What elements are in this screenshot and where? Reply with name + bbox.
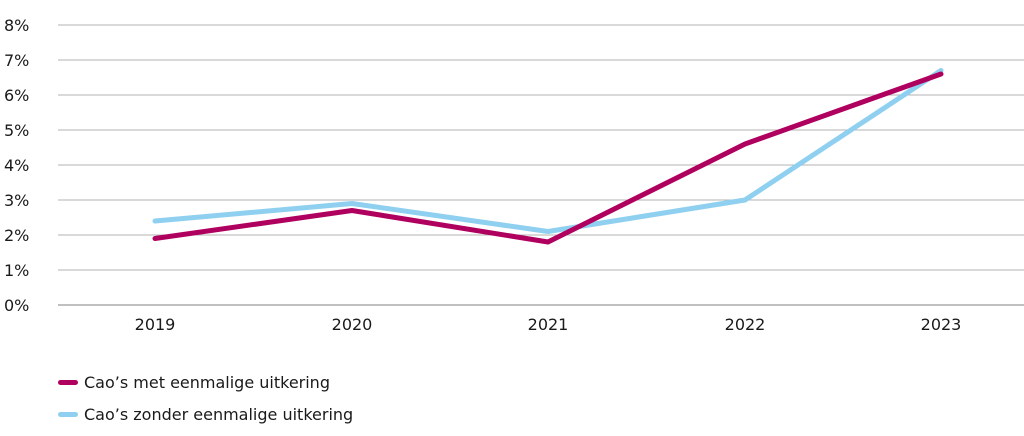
y-tick-label: 6% <box>4 86 29 105</box>
legend-label-zonder: Cao’s zonder eenmalige uitkering <box>84 405 353 424</box>
x-tick-label: 2022 <box>725 315 766 334</box>
y-tick-label: 3% <box>4 191 29 210</box>
x-tick-label: 2023 <box>921 315 962 334</box>
x-tick-label: 2021 <box>528 315 569 334</box>
y-tick-label: 5% <box>4 121 29 140</box>
legend-swatch-met <box>58 380 78 385</box>
legend: Cao’s met eenmalige uitkering Cao’s zond… <box>58 372 353 436</box>
series-line-0 <box>155 74 941 242</box>
y-tick-label: 2% <box>4 226 29 245</box>
y-tick-label: 1% <box>4 261 29 280</box>
legend-swatch-zonder <box>58 412 78 417</box>
y-tick-label: 8% <box>4 16 29 35</box>
legend-label-met: Cao’s met eenmalige uitkering <box>84 373 330 392</box>
line-chart: 0% 1% 2% 3% 4% 5% 6% 7% 8% 2019 2020 2021 2022 2023 <box>0 0 1024 360</box>
x-tick-label: 2020 <box>332 315 373 334</box>
y-tick-label: 7% <box>4 51 29 70</box>
legend-item-zonder: Cao’s zonder eenmalige uitkering <box>58 404 353 424</box>
x-tick-label: 2019 <box>135 315 176 334</box>
legend-item-met: Cao’s met eenmalige uitkering <box>58 372 353 392</box>
y-tick-label: 4% <box>4 156 29 175</box>
y-tick-label: 0% <box>4 296 29 315</box>
